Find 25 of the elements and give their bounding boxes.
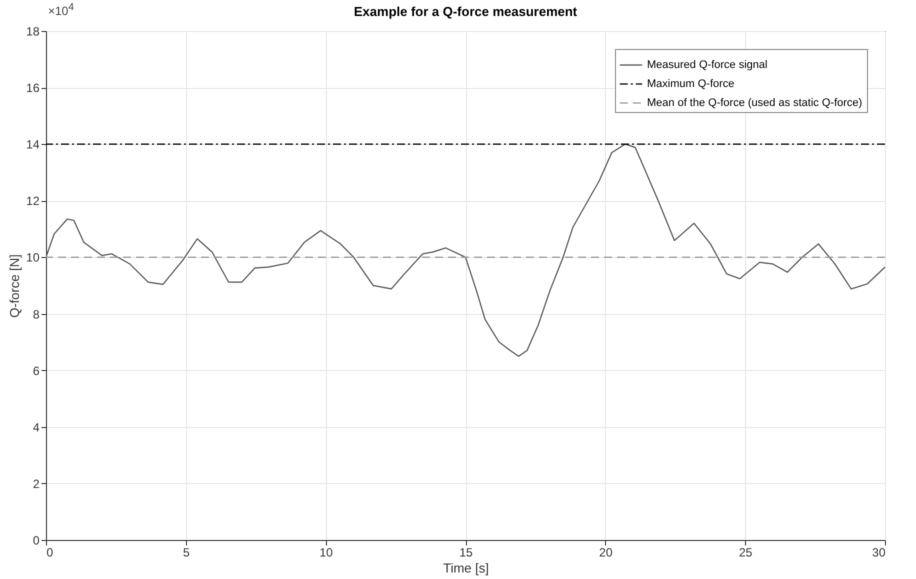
x-tick-label: 30: [872, 546, 886, 560]
y-tick-label: 12: [26, 194, 40, 208]
line-series: [46, 144, 885, 357]
legend-label: Measured Q-force signal: [647, 59, 768, 71]
y-tick-label: 6: [32, 364, 40, 378]
y-tick-label: 2: [32, 476, 40, 491]
y-tick-label: 16: [26, 81, 40, 96]
y-tick-label: 10: [26, 250, 40, 265]
chart-title: Example for a Q-force measurement: [354, 4, 578, 19]
y-tick-label: 0: [32, 534, 40, 548]
x-tick-label: 10: [319, 546, 334, 560]
y-tick-label: 14: [26, 138, 40, 152]
legend-label: Maximum Q-force: [647, 78, 734, 90]
x-tick-label: 15: [459, 546, 473, 560]
x-axis-title: Time [s]: [443, 560, 489, 576]
y-axis-title: Q-force [N]: [7, 254, 22, 318]
y-tick-label: 8: [32, 307, 40, 322]
x-tick-label: 0: [46, 546, 54, 560]
x-tick-label: 25: [738, 546, 753, 560]
x-tick-label: 20: [599, 546, 613, 560]
text: ×10$^{4}$: [48, 2, 74, 18]
x-tick-label: 5: [182, 546, 190, 560]
y-tick-label: 4: [32, 420, 40, 434]
y-tick-label: 18: [26, 24, 40, 38]
legend-label: Mean of the Q-force (used as static Q-force): [647, 97, 862, 109]
